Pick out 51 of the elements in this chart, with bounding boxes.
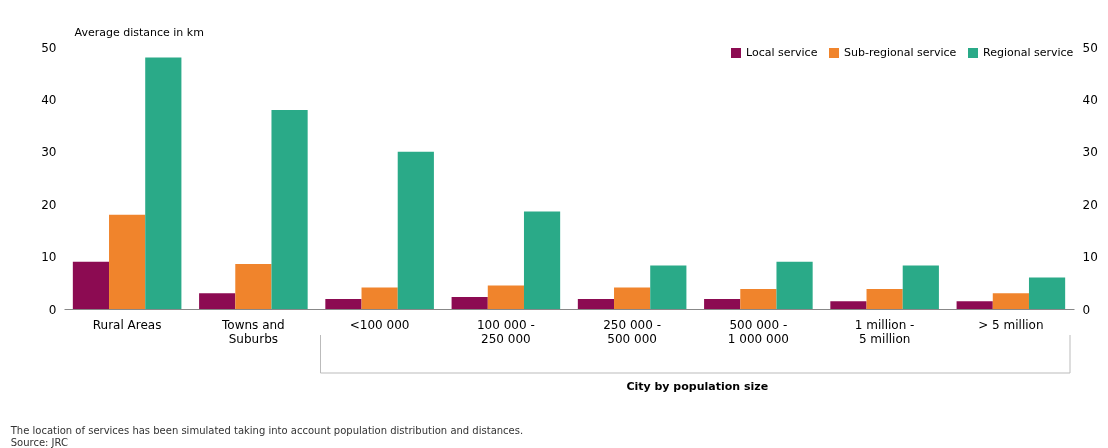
bar <box>902 265 939 309</box>
x-tick-label: 100 000 - 250 000 <box>476 317 535 346</box>
text: The location of services has been simulated taking into account population distribution and distances. <box>9 425 524 436</box>
bar <box>614 287 651 309</box>
bar <box>109 214 146 309</box>
x-tick-label: Towns and Suburbs <box>221 317 285 346</box>
bar <box>577 299 615 309</box>
bar <box>235 263 272 309</box>
bar <box>523 211 561 309</box>
y-axis-title: Average distance in km <box>74 25 204 39</box>
bar <box>72 261 110 309</box>
bar <box>650 265 687 309</box>
bar <box>956 301 993 309</box>
y-tick-label: 0 <box>48 302 57 317</box>
bar <box>704 299 741 309</box>
x-tick-label: 1 million - 5 million <box>854 317 915 346</box>
bar <box>992 293 1029 309</box>
bar <box>397 151 434 309</box>
x-tick-label: <100 000 <box>349 317 410 332</box>
bar <box>740 289 777 309</box>
x-tick-label: 250 000 - 500 000 <box>603 317 662 346</box>
y-tick-label: 50 <box>41 40 57 55</box>
legend-label: Regional service <box>983 46 1074 59</box>
x-tick-label: 500 000 - 1 000 000 <box>727 317 789 346</box>
bar <box>487 285 524 309</box>
source-note: Source: JRC <box>10 437 69 448</box>
y-tick-label: 40 <box>41 92 57 107</box>
y2-tick-label: 0 <box>1082 302 1091 317</box>
bar <box>199 293 236 309</box>
y2-tick-label: 40 <box>1082 92 1098 107</box>
bar <box>1028 277 1066 309</box>
bar <box>830 301 867 309</box>
bar <box>361 287 398 309</box>
x-axis-title: City by population size <box>626 380 769 393</box>
y-tick-label: 20 <box>41 197 57 212</box>
legend-label: Local service <box>746 46 818 59</box>
y2-tick-label: 10 <box>1082 250 1098 265</box>
bar <box>271 109 308 309</box>
y2-tick-label: 30 <box>1082 145 1098 160</box>
bar <box>776 261 813 309</box>
bar <box>145 57 182 309</box>
bar <box>866 289 903 309</box>
y2-tick-label: 50 <box>1082 40 1098 55</box>
bar <box>451 296 488 309</box>
bar <box>325 299 362 309</box>
x-tick-label: > 5 million <box>978 317 1044 332</box>
y-tick-label: 10 <box>41 250 57 265</box>
legend-label: Sub-regional service <box>844 46 957 59</box>
x-tick-label: Rural Areas <box>92 317 162 332</box>
y-tick-label: 30 <box>41 145 57 160</box>
y2-tick-label: 20 <box>1082 197 1098 212</box>
